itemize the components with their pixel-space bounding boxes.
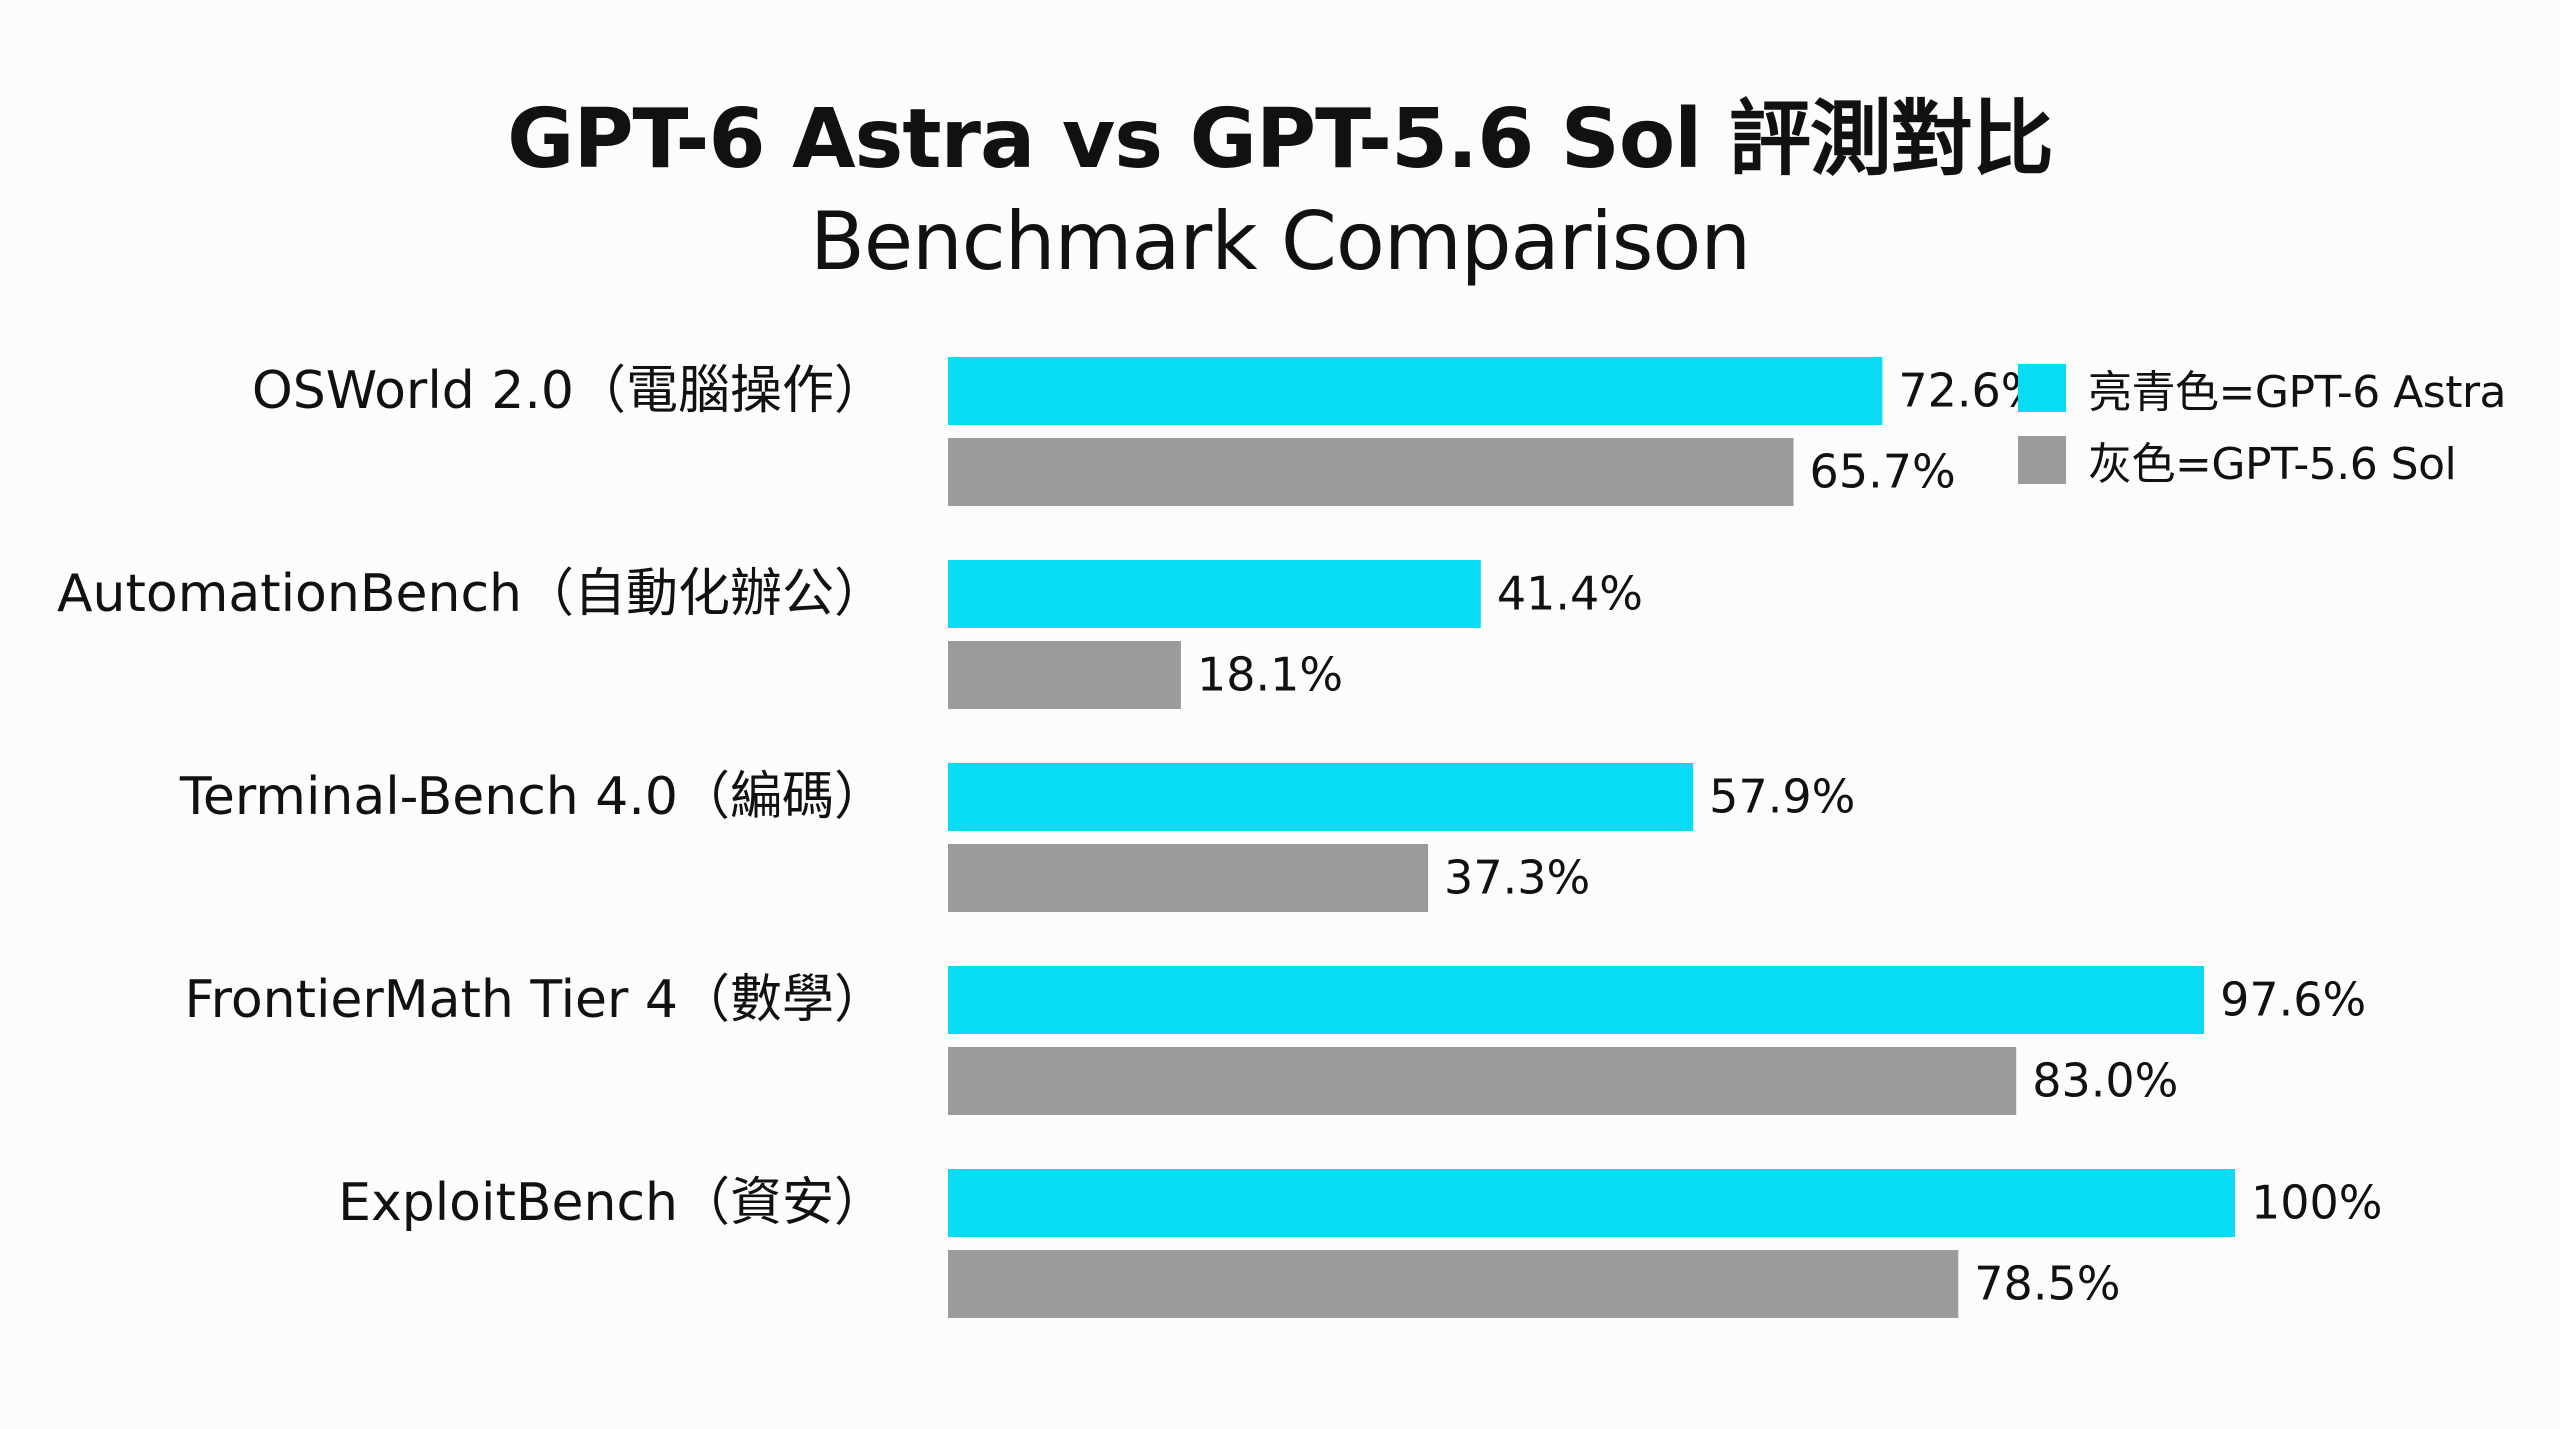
bar-gpt-6-astra-exploitbench	[948, 1169, 2235, 1237]
category-label-automationbench: AutomationBench（自動化辦公）	[57, 564, 886, 624]
bar-gpt-5-6-sol-osworld-2-0	[948, 438, 1794, 506]
value-label-gpt-5-6-sol-frontiermath-tier-4: 83.0%	[2032, 1054, 2178, 1108]
bar-gpt-5-6-sol-terminal-bench-4-0	[948, 844, 1429, 912]
value-label-gpt-6-astra-terminal-bench-4-0: 57.9%	[1709, 770, 1855, 824]
bar-gpt-6-astra-automationbench	[948, 560, 1481, 628]
legend-item-astra: 亮青色=GPT-6 Astra	[2018, 355, 2538, 421]
legend-label-sol: 灰色=GPT-5.6 Sol	[2088, 439, 2457, 490]
bar-gpt-5-6-sol-automationbench	[948, 641, 1181, 709]
bar-gpt-6-astra-osworld-2-0	[948, 357, 1883, 425]
bar-gpt-5-6-sol-exploitbench	[948, 1250, 1959, 1318]
legend-swatch-sol	[2018, 436, 2066, 484]
value-label-gpt-5-6-sol-exploitbench: 78.5%	[1974, 1257, 2120, 1311]
legend-swatch-astra	[2018, 364, 2066, 412]
bar-gpt-6-astra-frontiermath-tier-4	[948, 966, 2205, 1034]
bar-gpt-6-astra-terminal-bench-4-0	[948, 763, 1694, 831]
value-label-gpt-6-astra-automationbench: 41.4%	[1497, 567, 1643, 621]
legend: 亮青色=GPT-6 Astra 灰色=GPT-5.6 Sol	[2018, 355, 2538, 499]
chart-title: GPT-6 Astra vs GPT-5.6 Sol 評測對比	[507, 92, 2054, 187]
value-label-gpt-6-astra-exploitbench: 100%	[2251, 1176, 2383, 1230]
value-label-gpt-5-6-sol-osworld-2-0: 65.7%	[1810, 445, 1956, 499]
legend-item-sol: 灰色=GPT-5.6 Sol	[2018, 427, 2538, 493]
value-label-gpt-5-6-sol-automationbench: 18.1%	[1197, 648, 1343, 702]
category-label-osworld-2-0: OSWorld 2.0（電腦操作）	[252, 361, 886, 421]
bar-gpt-5-6-sol-frontiermath-tier-4	[948, 1047, 2017, 1115]
category-label-frontiermath-tier-4: FrontierMath Tier 4（數學）	[184, 970, 886, 1030]
chart-subtitle: Benchmark Comparison	[809, 195, 1751, 288]
legend-label-astra: 亮青色=GPT-6 Astra	[2088, 367, 2507, 418]
value-label-gpt-5-6-sol-terminal-bench-4-0: 37.3%	[1444, 851, 1590, 905]
value-label-gpt-6-astra-frontiermath-tier-4: 97.6%	[2220, 973, 2366, 1027]
category-label-exploitbench: ExploitBench（資安）	[338, 1173, 886, 1233]
category-label-terminal-bench-4-0: Terminal-Bench 4.0（編碼）	[179, 767, 886, 827]
